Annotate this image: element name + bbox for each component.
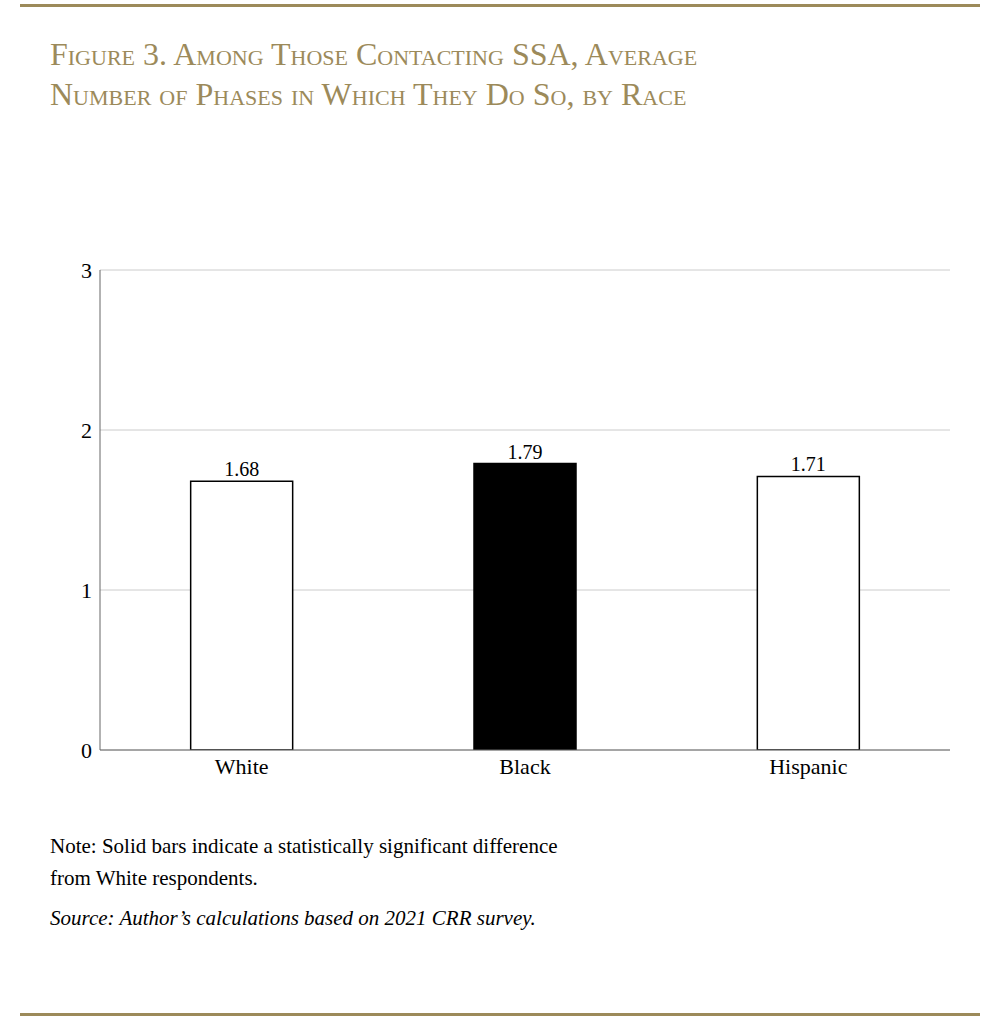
svg-text:1.71: 1.71: [791, 453, 826, 475]
html-text:Note: Solid bars indicate a st: Note: Solid bars indicate a statisticall…: [50, 834, 558, 858]
svg-text:1.68: 1.68: [224, 458, 259, 480]
html-text:from White respondents.: from White respondents.: [50, 866, 258, 890]
svg-text:2: 2: [81, 418, 92, 443]
html-text:Source: Author’s calculations: Source: Author’s calculations based on 2…: [50, 906, 536, 930]
svg-text:Hispanic: Hispanic: [769, 754, 847, 779]
svg-text:White: White: [215, 754, 269, 779]
html-text:Figure 3. Among Those Contacti: Figure 3. Among Those Contacting SSA, Av…: [50, 36, 698, 72]
svg-text:Black: Black: [499, 754, 550, 779]
html-text:Number of Phases in Which They: Number of Phases in Which They Do So, by…: [50, 76, 687, 112]
svg-text:1: 1: [81, 578, 92, 603]
svg-text:3: 3: [81, 258, 92, 283]
svg-text:0: 0: [81, 738, 92, 763]
svg-text:1.79: 1.79: [508, 441, 543, 463]
